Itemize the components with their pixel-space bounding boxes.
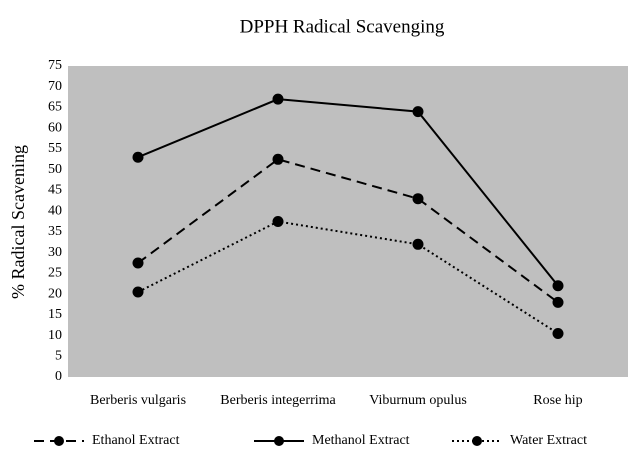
y-tick-label: 10 xyxy=(48,328,62,343)
y-tick-label: 65 xyxy=(48,100,62,115)
y-tick-label: 0 xyxy=(55,369,62,384)
y-tick-label: 40 xyxy=(48,203,62,218)
data-point xyxy=(272,216,284,227)
y-tick-label: 70 xyxy=(48,79,62,94)
series-line xyxy=(137,98,559,287)
series-line xyxy=(137,158,559,304)
legend-label: Ethanol Extract xyxy=(92,433,180,448)
data-point xyxy=(412,106,424,118)
data-point xyxy=(552,280,564,292)
data-point xyxy=(272,93,284,105)
data-point xyxy=(412,238,424,250)
x-tick-label: Berberis vulgaris xyxy=(90,393,186,408)
legend-marker xyxy=(472,436,482,446)
y-tick-label: 5 xyxy=(55,348,62,363)
x-tick-label: Rose hip xyxy=(533,393,582,408)
y-axis-label: % Radical Scavening xyxy=(8,145,28,299)
data-point xyxy=(132,151,144,163)
y-tick-label: 25 xyxy=(48,266,62,281)
data-point xyxy=(132,286,144,298)
data-point xyxy=(552,327,564,339)
chart-title: DPPH Radical Scavenging xyxy=(240,16,445,37)
y-tick-label: 45 xyxy=(48,183,62,198)
series-line xyxy=(137,220,559,335)
y-tick-label: 20 xyxy=(48,286,62,301)
x-tick-label: Berberis integerrima xyxy=(220,393,336,408)
y-tick-label: 60 xyxy=(48,120,62,135)
legend-label: Methanol Extract xyxy=(312,433,410,448)
data-point xyxy=(132,257,144,269)
y-tick-label: 15 xyxy=(48,307,62,322)
data-point xyxy=(412,193,424,205)
data-point xyxy=(272,153,284,165)
y-tick-label: 35 xyxy=(48,224,62,239)
y-tick-label: 55 xyxy=(48,141,62,156)
legend-marker xyxy=(274,436,284,446)
x-tick-label: Viburnum opulus xyxy=(369,393,467,408)
y-tick-label: 30 xyxy=(48,245,62,260)
plot-area xyxy=(68,66,628,377)
y-tick-label: 75 xyxy=(48,58,62,73)
legend-marker xyxy=(54,436,64,446)
y-tick-label: 50 xyxy=(48,162,62,177)
legend-label: Water Extract xyxy=(510,433,587,448)
data-point xyxy=(552,296,564,308)
